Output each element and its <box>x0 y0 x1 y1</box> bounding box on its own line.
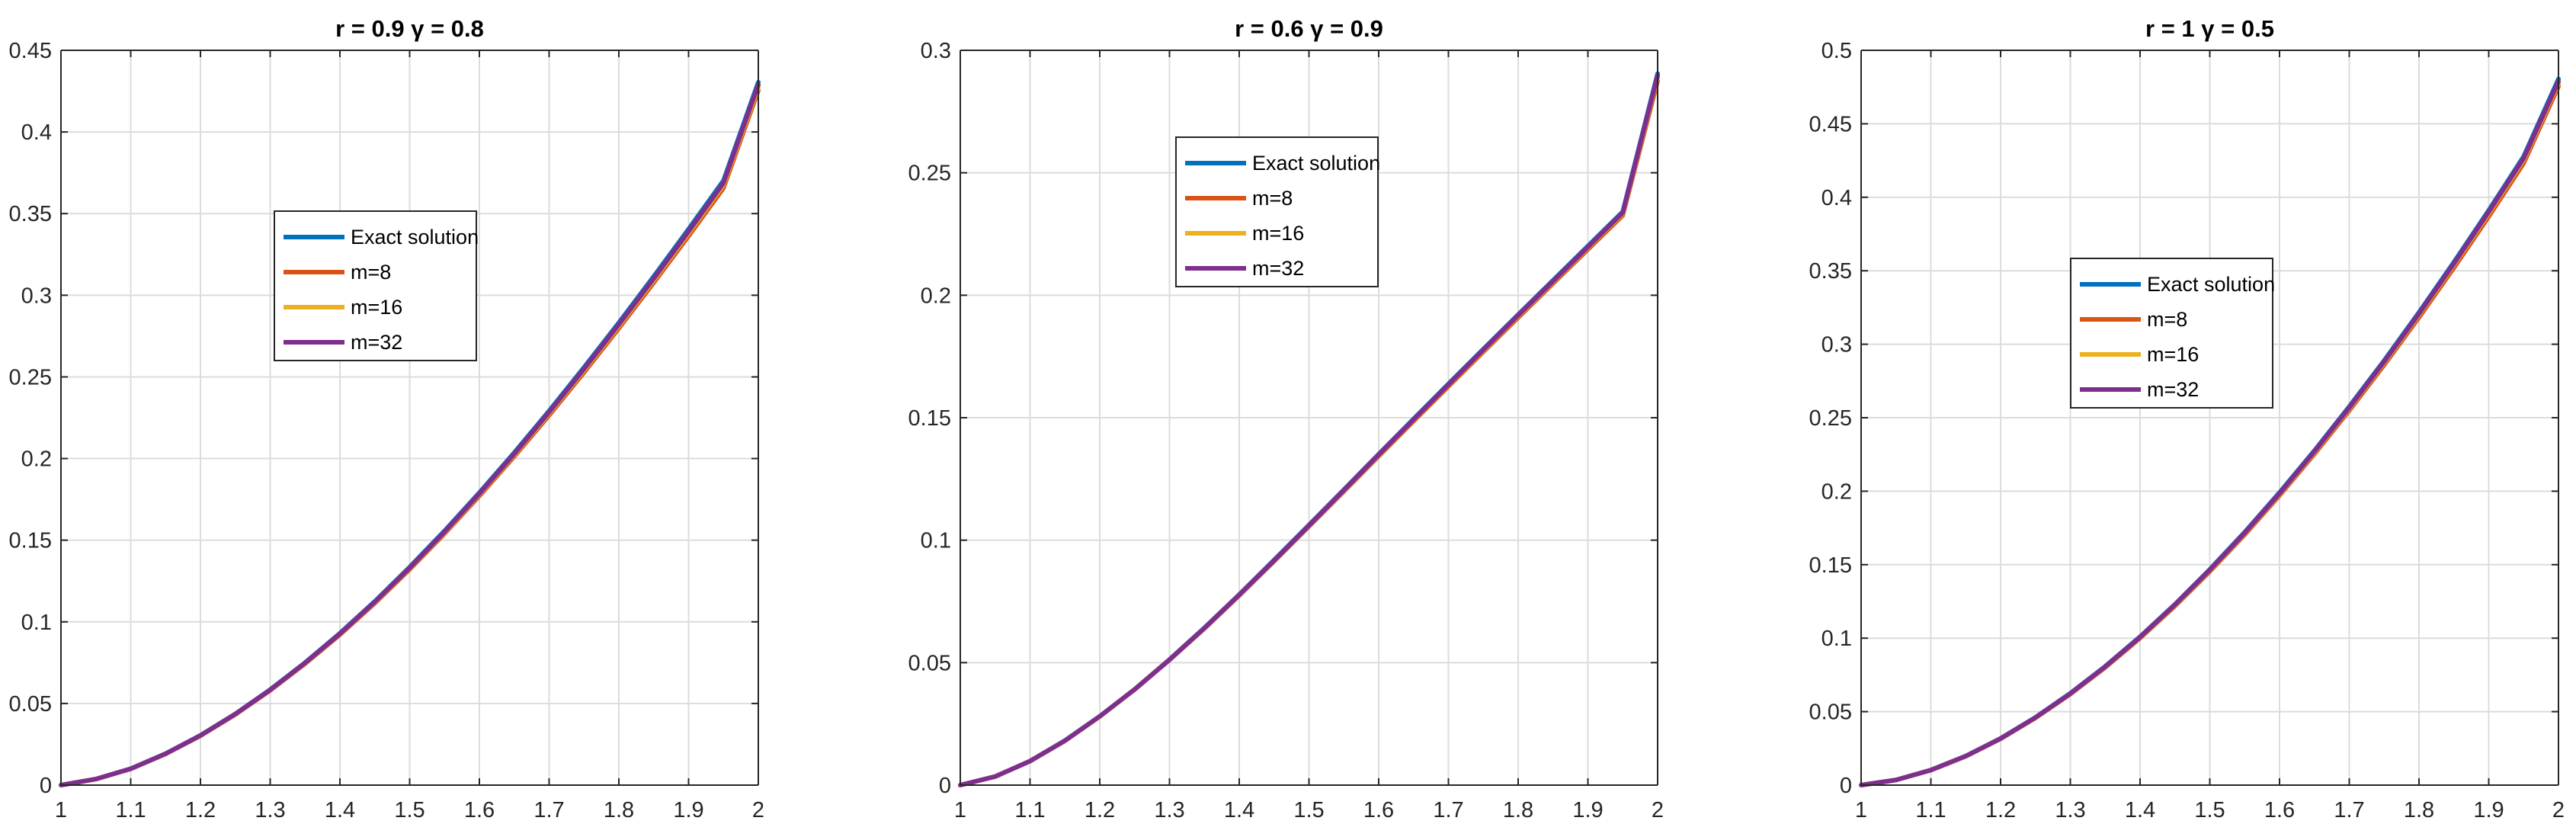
legend: Exact solution m=8 m=16 m=32 <box>2070 258 2275 409</box>
legend-entry: m=8 <box>2147 308 2187 331</box>
legend-entry: m=32 <box>1252 257 1304 280</box>
y-tick-label: 0.4 <box>1821 186 1852 210</box>
x-tick-label: 1 <box>1855 798 1867 822</box>
x-tick-label: 1.1 <box>115 798 146 822</box>
y-tick-label: 0.5 <box>1821 39 1852 63</box>
y-tick-label: 0.35 <box>9 202 52 226</box>
axes-box <box>1860 50 2559 786</box>
series-line-m-32 <box>958 73 1660 787</box>
legend-entry: m=8 <box>1252 187 1293 210</box>
x-tick-label: 1.4 <box>2125 798 2155 822</box>
legend-entry: Exact solution <box>351 226 479 248</box>
axes-box <box>60 50 759 786</box>
y-tick-label: 0 <box>1840 774 1852 798</box>
chart-title: r = 1 γ = 0.5 <box>2145 15 2274 42</box>
y-tick-label: 0.4 <box>21 120 52 145</box>
x-tick-label: 1 <box>954 798 966 822</box>
y-tick-label: 0.05 <box>9 692 52 717</box>
y-tick-label: 0.1 <box>921 529 951 553</box>
chart-title: r = 0.6 γ = 0.9 <box>1235 15 1383 42</box>
legend-entry: m=32 <box>351 331 402 354</box>
x-tick-label: 1.4 <box>1224 798 1254 822</box>
x-tick-label: 1.7 <box>2334 798 2364 822</box>
x-tick-label: 1.7 <box>1433 798 1463 822</box>
chart-panel-3: 1 1.1 1.2 1.3 1.4 1.5 1.6 1.7 1.8 1.9 2 0 0.05 0.1 0.1… <box>1809 15 2565 822</box>
y-tick-label: 0.25 <box>1809 406 1852 431</box>
x-tick-label: 1.3 <box>2055 798 2085 822</box>
y-tick-label: 0.25 <box>9 365 52 390</box>
y-tick-label: 0.45 <box>9 39 52 63</box>
legend-entry: Exact solution <box>1252 152 1380 175</box>
x-tick-label: 1.7 <box>533 798 564 822</box>
y-tick-label: 0.05 <box>908 651 951 675</box>
y-tick-label: 0.3 <box>1821 333 1852 357</box>
x-tick-label: 1.8 <box>604 798 634 822</box>
x-tick-label: 1.5 <box>394 798 425 822</box>
y-tick-label: 0.45 <box>1809 112 1852 136</box>
x-tick-label: 1.9 <box>1572 798 1603 822</box>
x-tick-label: 1.5 <box>2194 798 2225 822</box>
x-tick-label: 1.1 <box>1915 798 1946 822</box>
series-line-m-32 <box>1859 79 2561 787</box>
chart-title: r = 0.9 γ = 0.8 <box>335 15 484 42</box>
y-tick-label: 0 <box>939 774 951 798</box>
x-tick-label: 2 <box>1652 798 1664 822</box>
axes-box <box>960 50 1658 786</box>
y-tick-label: 0.15 <box>9 529 52 553</box>
y-tick-label: 0.2 <box>21 447 52 472</box>
y-tick-label: 0.3 <box>921 39 951 63</box>
x-tick-label: 1.3 <box>255 798 285 822</box>
legend-entry: m=16 <box>1252 222 1304 245</box>
x-tick-label: 1.1 <box>1014 798 1045 822</box>
series-line-m-32 <box>59 82 761 787</box>
y-tick-label: 0.15 <box>1809 553 1852 578</box>
legend: Exact solution m=8 m=16 m=32 <box>1175 136 1380 287</box>
x-tick-label: 1.6 <box>1363 798 1394 822</box>
y-tick-label: 0.2 <box>921 284 951 308</box>
y-tick-label: 0.05 <box>1809 701 1852 725</box>
x-tick-label: 1.9 <box>673 798 703 822</box>
y-tick-label: 0.35 <box>1809 259 1852 284</box>
series-group <box>59 79 761 787</box>
chart-panel-2: 1 1.1 1.2 1.3 1.4 1.5 1.6 1.7 1.8 1.9 2 0 0.05 0.1 0.1… <box>908 15 1664 822</box>
x-tick-label: 1.6 <box>464 798 495 822</box>
x-tick-label: 2 <box>752 798 764 822</box>
legend-entry: Exact solution <box>2147 273 2275 296</box>
x-tick-label: 1.9 <box>2473 798 2504 822</box>
chart-panel-1: 1 1.1 1.2 1.3 1.4 1.5 1.6 1.7 1.8 1.9 2 0 0.05 0.1 0.1… <box>9 15 765 822</box>
x-tick-label: 1 <box>55 798 67 822</box>
legend-entry: m=16 <box>2147 343 2199 366</box>
x-tick-label: 1.5 <box>1293 798 1324 822</box>
y-tick-label: 0.1 <box>1821 627 1852 651</box>
x-tick-label: 1.4 <box>325 798 355 822</box>
y-tick-label: 0.3 <box>21 284 52 308</box>
x-tick-label: 1.2 <box>185 798 216 822</box>
series-group <box>1859 76 2561 787</box>
y-tick-label: 0.25 <box>908 162 951 186</box>
x-tick-label: 1.2 <box>1985 798 2016 822</box>
y-tick-label: 0 <box>40 774 52 798</box>
y-tick-label: 0.1 <box>21 611 52 635</box>
x-tick-label: 1.8 <box>1503 798 1533 822</box>
x-tick-label: 1.8 <box>2404 798 2434 822</box>
series-group <box>958 71 1660 787</box>
legend-entry: m=16 <box>351 296 402 319</box>
x-tick-label: 1.2 <box>1085 798 1115 822</box>
x-tick-label: 1.3 <box>1154 798 1184 822</box>
legend-entry: m=8 <box>351 261 391 284</box>
y-tick-label: 0.2 <box>1821 479 1852 504</box>
x-tick-label: 1.6 <box>2264 798 2295 822</box>
x-tick-label: 2 <box>2552 798 2565 822</box>
y-tick-label: 0.15 <box>908 406 951 431</box>
legend-entry: m=32 <box>2147 378 2199 401</box>
legend: Exact solution m=8 m=16 m=32 <box>274 210 479 361</box>
